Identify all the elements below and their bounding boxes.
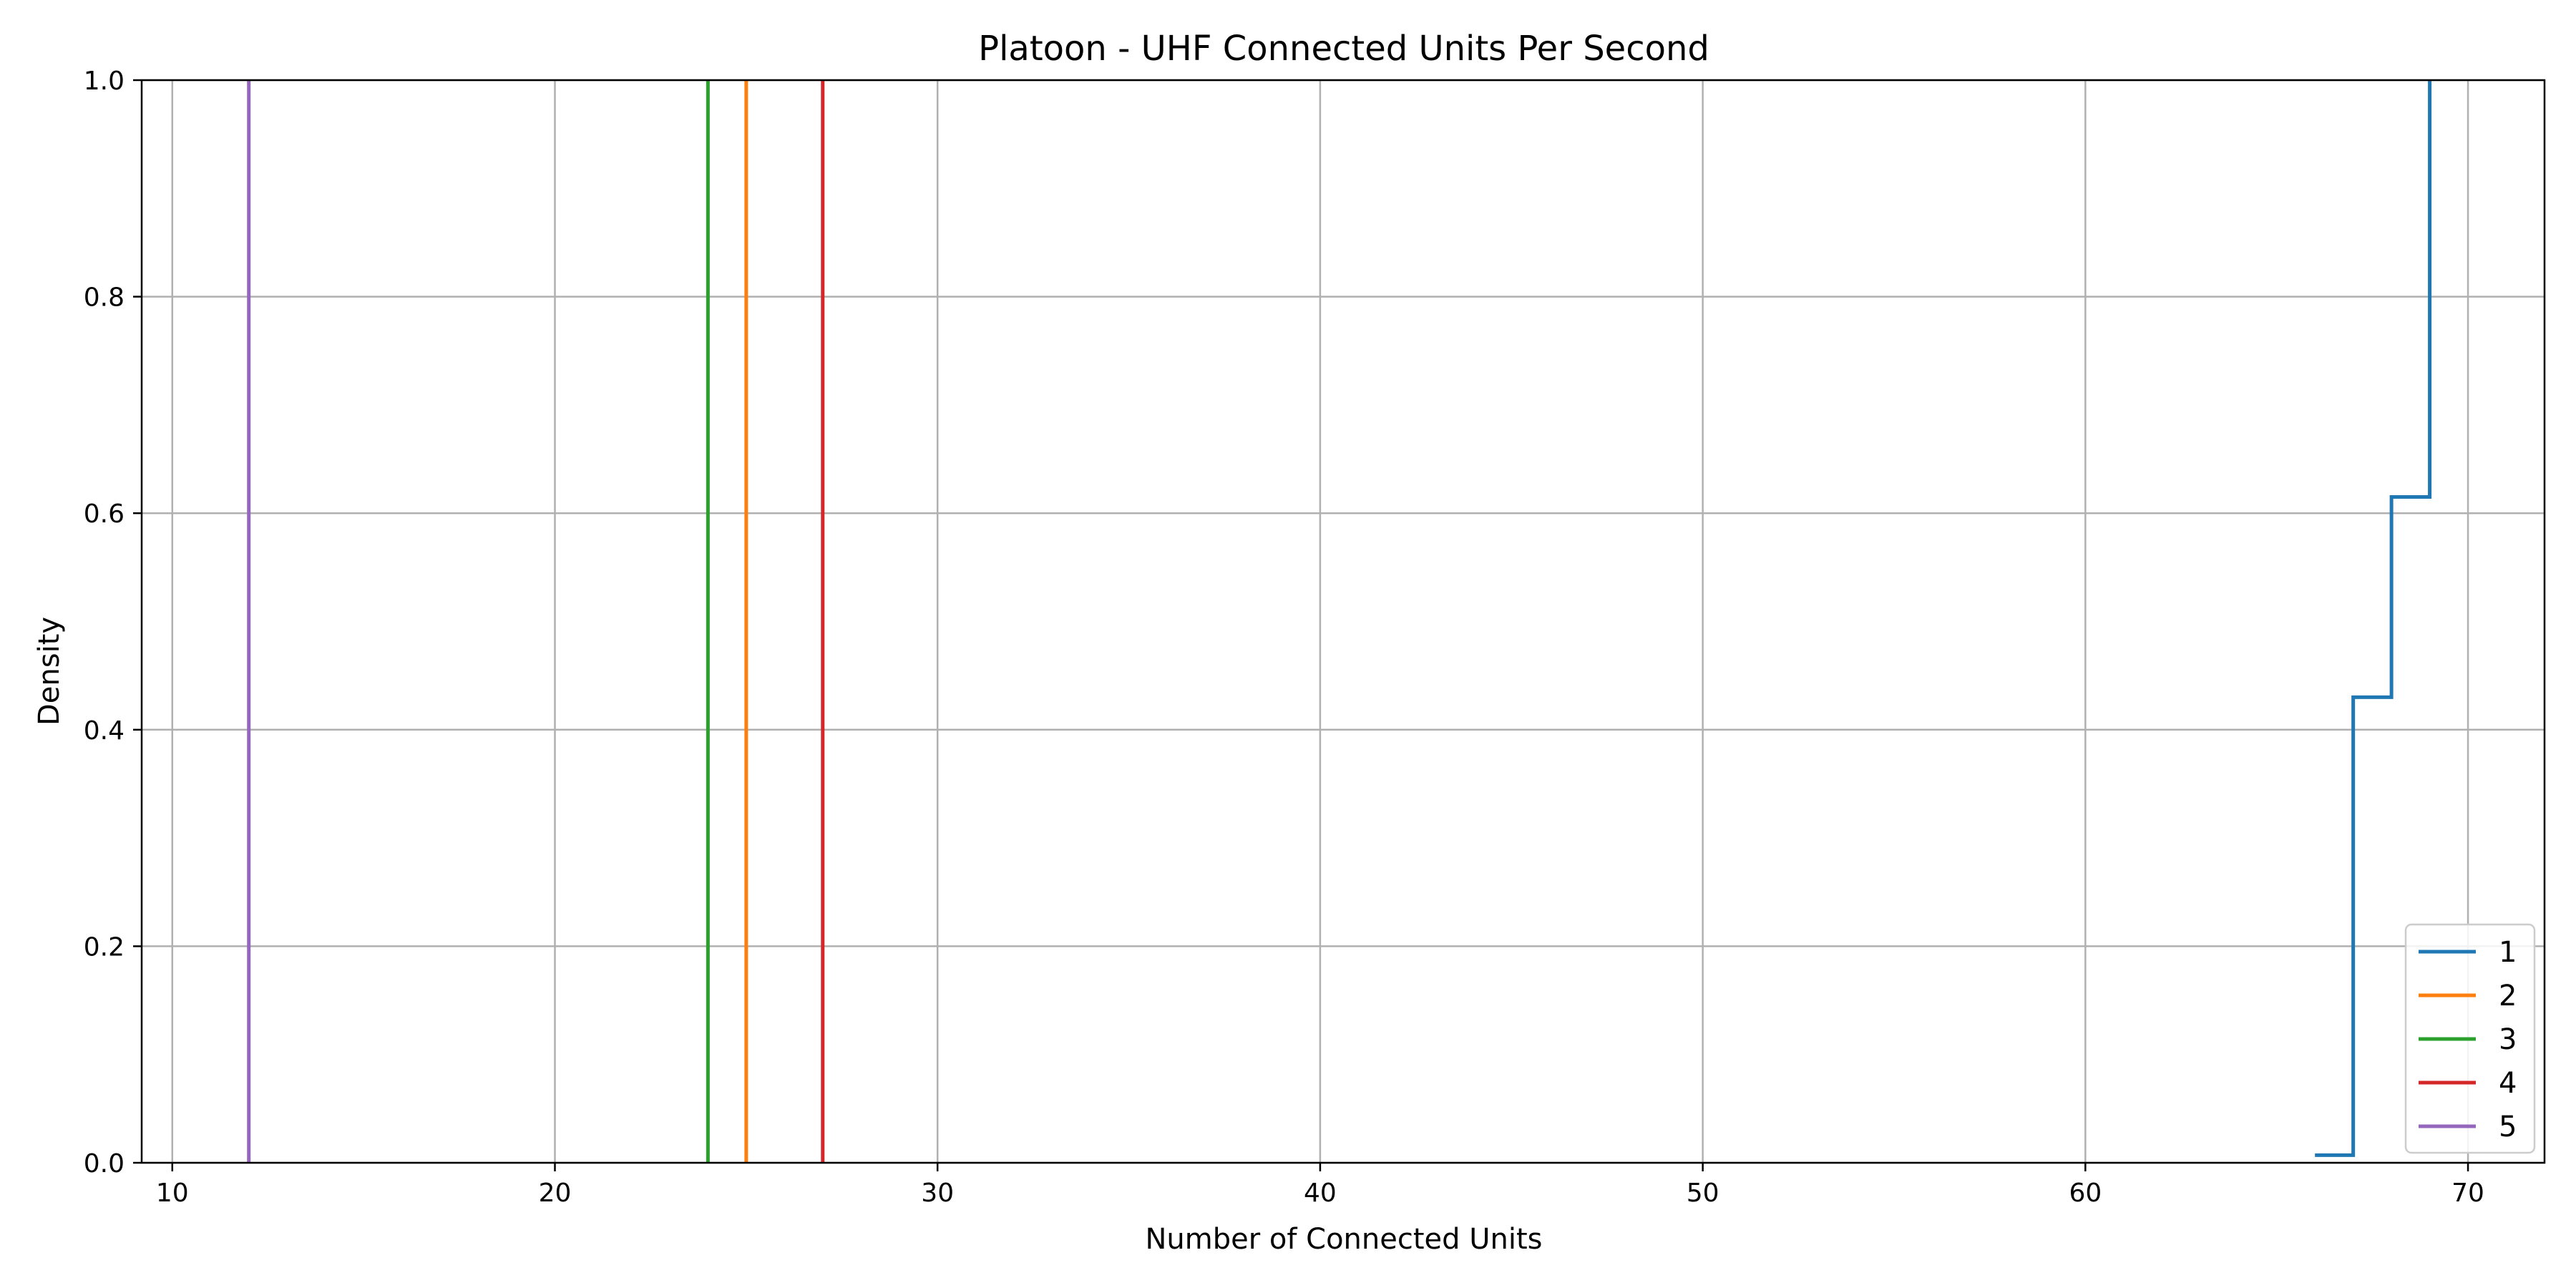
x-tick-label-5: 50: [1687, 1179, 1719, 1208]
x-tick-label-4: 40: [1304, 1179, 1337, 1208]
legend: 1 2 3 4 5: [2404, 923, 2536, 1154]
x-tick-label-7: 70: [2451, 1179, 2484, 1208]
legend-label-2: 2: [2499, 980, 2517, 1013]
x-tick-label-2: 20: [539, 1179, 572, 1208]
x-tick-label-3: 30: [921, 1179, 954, 1208]
y-axis-label: Density: [33, 617, 66, 726]
chart-title: Platoon - UHF Connected Units Per Second: [978, 29, 1709, 69]
y-tick-label-5: 0.8: [84, 283, 125, 313]
y-tick-label-4: 0.6: [84, 499, 125, 529]
series-layer: [247, 80, 2432, 1163]
y-tick-label-1: 0.0: [84, 1149, 125, 1179]
tick-layer: 10 20 30 40 50 60 70 0.0 0.2 0.4 0.6 0.8 1.0: [84, 67, 2484, 1208]
series-line-1: [2315, 80, 2432, 1157]
y-tick-label-2: 0.2: [84, 932, 125, 962]
legend-label-5: 5: [2499, 1111, 2517, 1143]
x-tick-label-1: 10: [156, 1179, 189, 1208]
x-axis-label: Number of Connected Units: [1145, 1223, 1542, 1256]
legend-label-3: 3: [2499, 1023, 2517, 1056]
legend-label-1: 1: [2499, 936, 2517, 969]
plot-frame: [140, 79, 2546, 1164]
y-tick-label-6: 1.0: [84, 67, 125, 96]
x-tick-label-6: 60: [2069, 1179, 2102, 1208]
y-tick-label-3: 0.4: [84, 716, 125, 746]
legend-label-4: 4: [2499, 1067, 2517, 1100]
